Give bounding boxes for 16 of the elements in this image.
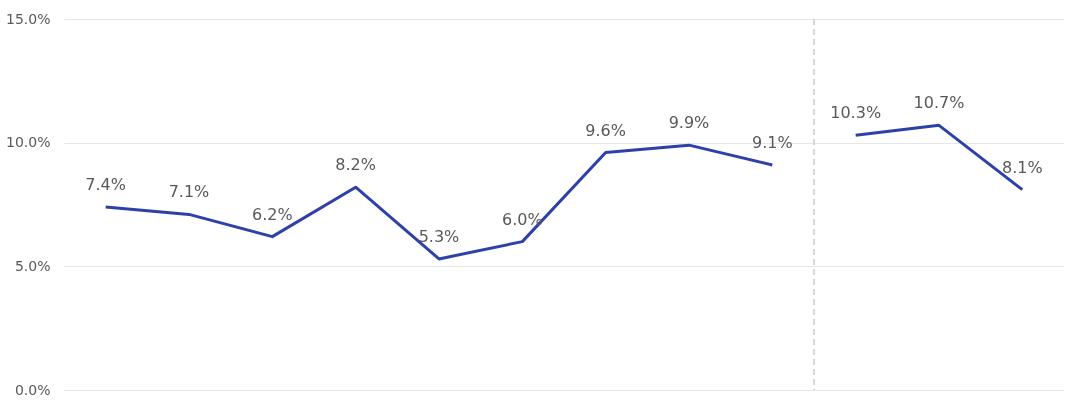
data-label: 7.1%	[168, 182, 210, 202]
data-label: 9.1%	[752, 132, 793, 152]
data-label: 6.0%	[502, 209, 543, 229]
y-tick-label: 15.0%	[6, 10, 51, 27]
data-label: 9.9%	[668, 113, 710, 133]
data-label: 8.1%	[1002, 157, 1043, 177]
data-label: 9.6%	[585, 120, 626, 140]
y-tick-label: 10.0%	[6, 134, 51, 151]
data-label: 6.2%	[252, 204, 293, 224]
data-label: 7.4%	[85, 174, 126, 194]
data-label: 8.2%	[335, 155, 376, 175]
y-tick-label: 0.0%	[14, 381, 51, 398]
data-label: 10.7%	[913, 93, 965, 113]
data-label: 10.3%	[830, 103, 882, 123]
y-tick-label: 5.0%	[14, 257, 51, 274]
data-label: 5.3%	[418, 226, 460, 246]
